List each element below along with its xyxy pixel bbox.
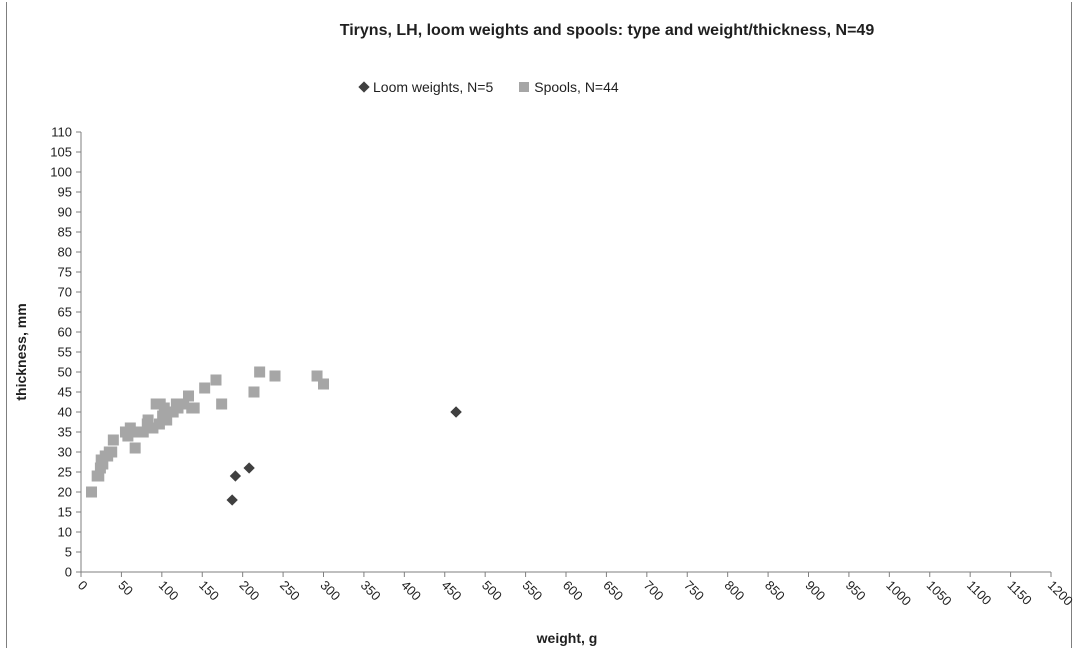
spool-point [248, 386, 260, 398]
y-tick-label: 10 [58, 525, 72, 540]
x-tick-label: 250 [277, 578, 303, 604]
y-tick-label: 75 [58, 265, 72, 280]
x-tick-label: 500 [479, 578, 505, 604]
y-tick-label: 0 [65, 565, 72, 580]
x-axis-label: weight, g [536, 630, 598, 646]
spool-point [141, 418, 153, 430]
y-tick-label: 105 [50, 145, 72, 160]
spool-point [269, 370, 281, 382]
legend-item-loom-weights: Loom weights, N=5 [358, 79, 494, 95]
spool-point [188, 402, 200, 414]
spool-point [154, 398, 166, 410]
spool-point [153, 418, 165, 430]
x-tick-label: 450 [439, 578, 465, 604]
chart-title: Tiryns, LH, loom weights and spools: typ… [339, 22, 875, 39]
loom-weight-point [243, 462, 255, 474]
x-tick-label: 800 [722, 578, 748, 604]
spool-point [172, 402, 184, 414]
y-tick-label: 25 [58, 465, 72, 480]
y-tick-label: 100 [50, 165, 72, 180]
x-tick-labels: 0 50 100 150 200 250 300 350 400 450 500 550 600 650 7… [75, 578, 1074, 609]
spool-point [129, 442, 141, 454]
loom-weight-point [226, 494, 238, 506]
y-tick-label: 65 [58, 305, 72, 320]
spool-point [183, 390, 195, 402]
y-tick-label: 20 [58, 485, 72, 500]
x-tick-label: 1050 [924, 578, 955, 609]
spool-point [216, 398, 228, 410]
y-tick-labels: 0 5 10 15 20 25 30 35 40 45 50 55 60 65 70 75 80 85 90 95 10… [50, 125, 72, 580]
spool-point [86, 486, 98, 498]
loom-weight-point [450, 406, 462, 418]
y-tick-label: 50 [58, 365, 72, 380]
spool-point [210, 374, 222, 386]
spool-point [107, 434, 119, 446]
legend-item-spools: Spools, N=44 [519, 79, 619, 95]
y-tick-label: 35 [58, 425, 72, 440]
y-tick-label: 5 [65, 545, 72, 560]
y-tick-label: 110 [51, 125, 72, 140]
x-tick-label: 950 [843, 578, 869, 604]
x-tick-label: 1200 [1045, 578, 1074, 609]
square-marker-icon [519, 82, 530, 92]
data-points [86, 366, 462, 506]
spool-point [311, 370, 323, 382]
legend-label-spools: Spools, N=44 [534, 79, 619, 95]
y-axis-label: thickness, mm [13, 303, 29, 400]
chart-frame [6, 2, 1072, 648]
y-tick-label: 55 [58, 345, 72, 360]
y-tick-label: 45 [58, 385, 72, 400]
chart-legend: Loom weights, N=5 Spools, N=44 [358, 79, 645, 95]
x-tick-label: 150 [196, 578, 222, 604]
x-tick-label: 100 [156, 578, 182, 604]
x-tick-label: 1150 [1004, 578, 1034, 608]
spool-point [93, 470, 105, 482]
x-tick-label: 850 [762, 578, 788, 604]
x-tick-label: 900 [802, 578, 828, 604]
x-tick-label: 600 [560, 578, 586, 604]
y-tick-label: 40 [58, 405, 72, 420]
spool-point [318, 378, 329, 390]
x-tick-label: 200 [237, 578, 263, 604]
y-tick-label: 60 [58, 325, 72, 340]
spool-point [106, 446, 118, 458]
x-tick-label: 650 [600, 578, 626, 604]
x-tick-label: 300 [317, 578, 343, 604]
loom-weight-point [229, 470, 242, 482]
y-tick-label: 70 [58, 285, 72, 300]
y-tick-label: 30 [58, 445, 72, 460]
y-tick-label: 15 [58, 505, 72, 520]
x-tick-label: 400 [398, 578, 424, 604]
spool-point [147, 422, 159, 434]
spool-point [137, 426, 149, 438]
y-tick-label: 85 [58, 225, 72, 240]
spool-point [161, 414, 173, 426]
y-tick-label: 80 [58, 245, 72, 260]
y-tick-label: 90 [58, 205, 72, 220]
spool-point [254, 366, 266, 378]
legend-label-loom-weights: Loom weights, N=5 [373, 79, 494, 95]
x-tick-label: 50 [115, 578, 136, 599]
spool-point [199, 382, 211, 394]
spool-point [97, 458, 109, 470]
x-tick-label: 750 [681, 578, 707, 604]
x-tick-label: 700 [641, 578, 667, 604]
spool-point [178, 398, 190, 410]
x-tick-label: 350 [358, 578, 384, 604]
plot-axes [76, 131, 1052, 577]
x-tick-label: 0 [75, 578, 91, 594]
x-tick-label: 1000 [883, 578, 914, 609]
x-tick-label: 1100 [964, 578, 994, 608]
spool-point [127, 426, 139, 438]
y-tick-label: 95 [58, 185, 72, 200]
x-tick-label: 550 [519, 578, 545, 604]
